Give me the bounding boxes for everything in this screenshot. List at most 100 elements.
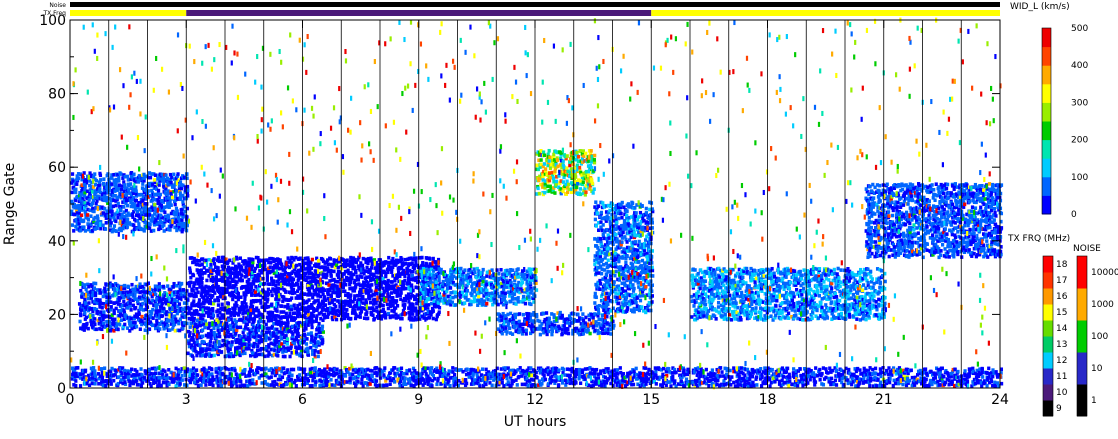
echo-cell bbox=[700, 381, 705, 385]
echo-cell bbox=[651, 377, 655, 382]
echo-cell bbox=[304, 373, 308, 377]
echo-cell bbox=[87, 301, 91, 305]
echo-cell bbox=[381, 303, 385, 308]
echo-cell bbox=[83, 184, 87, 189]
echo-cell bbox=[210, 378, 215, 383]
echo-cell bbox=[208, 308, 212, 312]
echo-cell bbox=[174, 192, 178, 197]
echo-cell bbox=[171, 327, 175, 331]
echo-cell bbox=[402, 287, 406, 291]
echo-cell bbox=[290, 261, 294, 265]
echo-cell bbox=[452, 372, 457, 377]
echo-cell bbox=[107, 299, 111, 303]
echo-cell bbox=[178, 285, 182, 289]
echo-cell bbox=[930, 382, 934, 387]
echo-cell bbox=[868, 366, 872, 370]
echo-cell bbox=[368, 286, 372, 290]
echo-cell bbox=[122, 308, 126, 313]
echo-cell bbox=[977, 370, 981, 374]
echo-cell bbox=[720, 382, 724, 387]
echo-cell bbox=[183, 209, 188, 214]
echo-cell bbox=[918, 371, 923, 376]
echo-cell bbox=[260, 270, 264, 275]
echo-cell bbox=[333, 367, 337, 372]
echo-cell bbox=[160, 199, 164, 203]
echo-cell bbox=[101, 321, 106, 326]
echo-cell bbox=[685, 382, 690, 386]
echo-cell bbox=[826, 371, 830, 375]
echo-cell bbox=[152, 178, 157, 182]
echo-cell bbox=[324, 298, 328, 302]
echo-cell bbox=[862, 377, 866, 381]
echo-cell bbox=[369, 256, 373, 261]
echo-cell bbox=[135, 299, 140, 304]
echo-cell bbox=[249, 257, 253, 262]
echo-cell bbox=[623, 379, 627, 384]
echo-cell bbox=[182, 383, 187, 387]
echo-cell bbox=[223, 279, 228, 284]
echo-cell bbox=[148, 222, 152, 227]
echo-cell bbox=[286, 303, 290, 307]
echo-cell bbox=[687, 370, 691, 375]
echo-cell bbox=[94, 378, 98, 382]
echo-cell bbox=[766, 366, 770, 371]
echo-cell bbox=[167, 319, 171, 323]
echo-cell bbox=[93, 372, 97, 377]
echo-cell bbox=[673, 379, 677, 383]
echo-cell bbox=[353, 303, 357, 308]
echo-cell bbox=[968, 370, 972, 375]
echo-cell bbox=[99, 226, 103, 231]
echo-cell bbox=[128, 182, 133, 186]
echo-cell bbox=[850, 376, 854, 381]
echo-cell bbox=[194, 258, 198, 263]
echo-cell bbox=[190, 377, 194, 382]
echo-cell bbox=[299, 281, 304, 285]
echo-cell bbox=[997, 383, 1001, 388]
echo-cell bbox=[99, 219, 103, 224]
echo-cell bbox=[236, 295, 240, 300]
echo-cell bbox=[83, 283, 87, 287]
echo-cell bbox=[274, 283, 278, 288]
echo-cell bbox=[126, 374, 130, 379]
echo-cell bbox=[139, 203, 143, 207]
echo-cell bbox=[93, 306, 97, 311]
echo-cell bbox=[154, 218, 158, 222]
echo-cell bbox=[226, 301, 231, 306]
echo-cell bbox=[697, 377, 701, 381]
echo-cell bbox=[285, 282, 290, 287]
echo-cell bbox=[143, 298, 147, 303]
echo-cell bbox=[366, 376, 370, 380]
echo-cell bbox=[491, 374, 495, 378]
echo-cell bbox=[615, 368, 619, 372]
echo-cell bbox=[180, 373, 184, 378]
echo-cell bbox=[933, 376, 938, 380]
echo-cell bbox=[121, 200, 125, 204]
echo-cell bbox=[379, 302, 383, 307]
echo-cell bbox=[389, 265, 393, 269]
echo-cell bbox=[128, 369, 132, 374]
echo-cell bbox=[158, 322, 162, 327]
echo-cell bbox=[113, 372, 117, 377]
echo-cell bbox=[140, 314, 144, 319]
echo-cell bbox=[619, 370, 623, 375]
echo-cell bbox=[119, 295, 124, 299]
echo-cell bbox=[235, 304, 239, 308]
echo-cell bbox=[403, 302, 407, 307]
echo-cell bbox=[367, 283, 371, 288]
echo-cell bbox=[201, 305, 205, 310]
echo-cell bbox=[86, 222, 90, 226]
echo-cell bbox=[356, 278, 361, 282]
echo-cell bbox=[995, 375, 1000, 379]
echo-cell bbox=[871, 384, 875, 388]
echo-cell bbox=[111, 320, 116, 324]
echo-cell bbox=[116, 185, 120, 190]
echo-cell bbox=[87, 198, 91, 202]
echo-cell bbox=[550, 374, 554, 379]
echo-cell bbox=[369, 289, 373, 293]
echo-cell bbox=[620, 373, 624, 378]
echo-cell bbox=[238, 384, 243, 388]
echo-cell bbox=[356, 293, 360, 298]
echo-cell bbox=[500, 377, 505, 381]
echo-cell bbox=[593, 382, 597, 386]
echo-cell bbox=[376, 262, 380, 267]
